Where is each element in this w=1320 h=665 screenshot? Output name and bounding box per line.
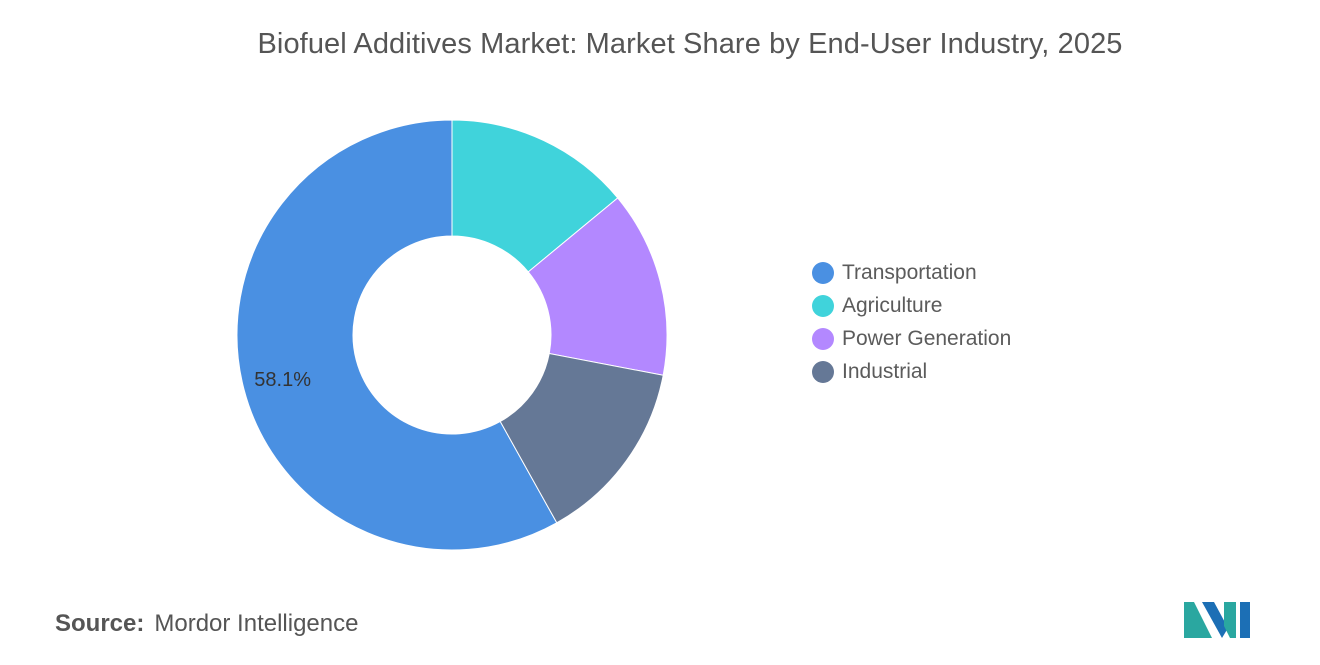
slice-transportation xyxy=(236,119,558,551)
logo-shape-edge xyxy=(1240,602,1250,638)
logo-shape-left xyxy=(1184,602,1212,638)
legend-item-agriculture[interactable]: Agriculture xyxy=(812,289,1011,322)
legend-swatch xyxy=(812,294,834,317)
source-label: Source: xyxy=(55,610,145,637)
legend-swatch xyxy=(812,327,834,350)
data-label-transportation: 58.1% xyxy=(254,369,311,391)
chart-legend: Transportation Agriculture Power Generatio… xyxy=(812,256,1011,388)
legend-label: Power Generation xyxy=(842,326,1012,350)
legend-swatch xyxy=(812,261,834,284)
source-text: Mordor Intelligence xyxy=(154,610,359,637)
slice-agriculture xyxy=(451,119,619,273)
slice-power-generation xyxy=(527,197,668,376)
legend-item-power-generation[interactable]: Power Generation xyxy=(812,322,1011,355)
legend-item-transportation[interactable]: Transportation xyxy=(812,256,1011,289)
logo-shape-mid xyxy=(1202,602,1228,638)
legend-label: Industrial xyxy=(842,359,928,383)
logo-shape-right xyxy=(1224,602,1236,638)
slice-industrial xyxy=(499,352,664,524)
legend-item-industrial[interactable]: Industrial xyxy=(812,355,1011,388)
chart-title: Biofuel Additives Market: Market Share b… xyxy=(257,28,1123,60)
source-note: Source: Mordor Intelligence xyxy=(55,610,358,638)
legend-label: Transportation xyxy=(842,260,977,284)
legend-swatch xyxy=(812,360,834,383)
mordor-intelligence-logo xyxy=(1184,602,1250,638)
legend-label: Agriculture xyxy=(842,293,943,317)
